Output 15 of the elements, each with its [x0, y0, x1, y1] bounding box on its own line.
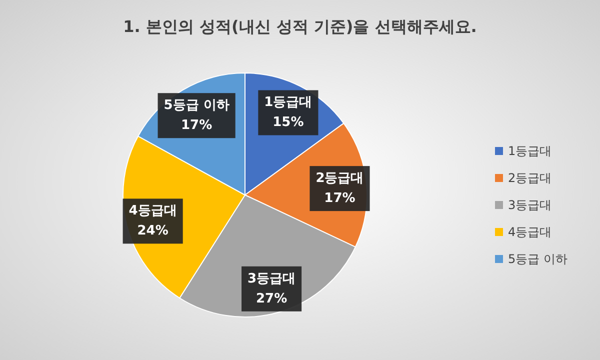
- slice-label: 2등급대: [316, 171, 364, 186]
- data-label: 17%: [324, 191, 356, 206]
- chart-title: 1. 본인의 성적(내신 성적 기준)을 선택해주세요.: [123, 17, 477, 36]
- legend-label: 5등급 이하: [508, 252, 568, 266]
- data-label: 15%: [272, 115, 304, 130]
- slice-label: 4등급대: [128, 204, 177, 219]
- legend-label: 4등급대: [508, 225, 552, 239]
- legend-label: 1등급대: [508, 144, 552, 158]
- slice-label: 5등급 이하: [164, 98, 230, 114]
- legend-label: 2등급대: [508, 171, 552, 185]
- data-label: 24%: [137, 224, 168, 239]
- data-label: 17%: [180, 118, 212, 134]
- slice-label: 1등급대: [264, 95, 312, 110]
- data-label: 27%: [256, 291, 288, 306]
- slice-label: 3등급대: [248, 271, 296, 286]
